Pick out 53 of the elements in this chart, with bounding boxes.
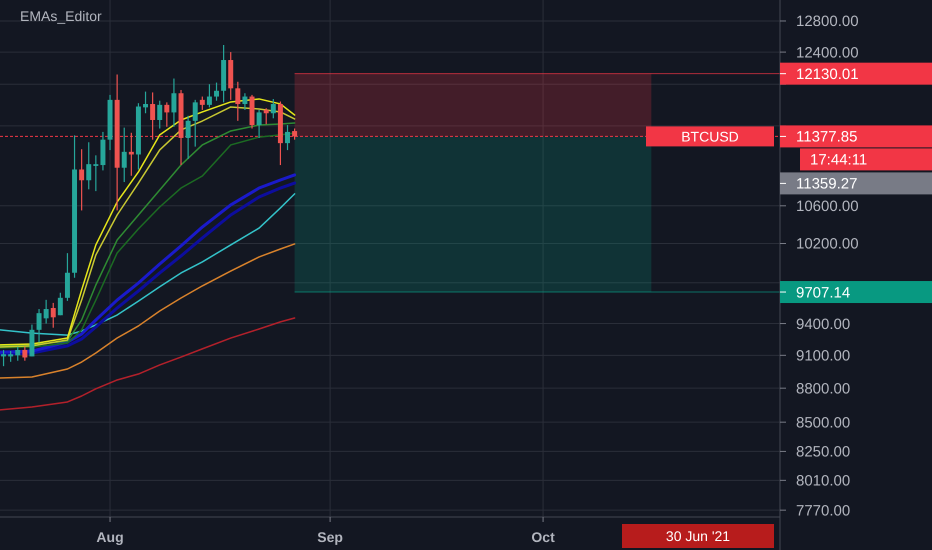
y-tick-label: 12800.00 [796, 13, 859, 30]
ref-line-label: 12130.01 [796, 66, 859, 83]
candlestick [171, 78, 176, 128]
ticker-tag: BTCUSD [646, 126, 774, 146]
candlestick [8, 350, 14, 362]
text: 17:44:11 [810, 152, 868, 169]
candlestick [192, 99, 198, 148]
candlestick [214, 82, 220, 102]
candlestick [242, 92, 248, 110]
candlestick [122, 127, 127, 183]
ref-line-label: 11377.85 [796, 128, 858, 146]
x-tick-label: Aug [96, 528, 124, 545]
candlestick [200, 96, 205, 110]
candlestick [235, 81, 240, 122]
y-tick-label: 8500.00 [796, 414, 850, 432]
y-tick-label: 8800.00 [796, 380, 850, 398]
candlestick [157, 100, 162, 130]
text: 11359.27 [796, 176, 858, 193]
y-tick-label: 7770.00 [796, 502, 850, 520]
candlestick [58, 292, 63, 316]
candlestick [292, 128, 298, 140]
y-tick-label: 9100.00 [796, 348, 850, 365]
candlestick [186, 115, 191, 160]
candlestick [128, 132, 134, 176]
candlestick [285, 124, 290, 151]
y-tick-label: 9400.00 [796, 316, 850, 333]
candlestick [150, 92, 156, 140]
x-tick-label: Sep [317, 528, 343, 545]
candlestick [1, 349, 6, 367]
ref-line-label: 9707.14 [796, 284, 850, 302]
y-tick-label: 10600.00 [796, 198, 859, 216]
candlestick [264, 108, 269, 125]
candlestick [164, 102, 170, 128]
candlestick [15, 346, 20, 362]
annotation: BTCUSD [681, 128, 739, 144]
candlestick [22, 346, 28, 362]
y-tick-label: 8010.00 [796, 472, 850, 490]
y-tick-label: 12400.00 [796, 44, 859, 62]
candlestick [256, 109, 262, 139]
candlestick [44, 299, 49, 324]
candlestick [36, 308, 42, 344]
candlestick [50, 302, 56, 328]
y-tick-label: 10200.00 [796, 236, 859, 253]
text: 30 Jun '21 [666, 528, 730, 544]
text: EMAs_Editor [20, 8, 102, 24]
candlestick [93, 154, 98, 192]
candlestick [86, 142, 92, 190]
candlestick [270, 98, 276, 119]
x-tick-label: Oct [531, 528, 556, 545]
candlestick [79, 148, 84, 212]
candlestick [206, 84, 212, 108]
y-tick-label: 8250.00 [796, 444, 850, 461]
candlestick [143, 91, 148, 114]
